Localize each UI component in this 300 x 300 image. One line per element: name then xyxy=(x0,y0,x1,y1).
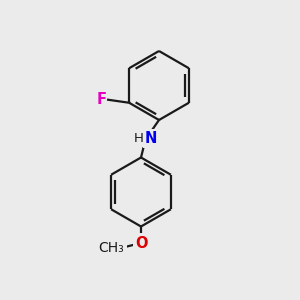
Text: N: N xyxy=(145,131,157,146)
Text: H: H xyxy=(134,132,144,145)
Text: O: O xyxy=(135,236,147,250)
Text: CH₃: CH₃ xyxy=(99,241,124,254)
Text: F: F xyxy=(97,92,106,107)
